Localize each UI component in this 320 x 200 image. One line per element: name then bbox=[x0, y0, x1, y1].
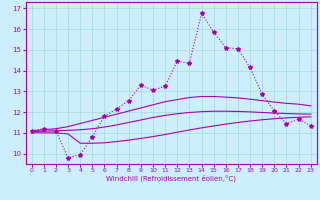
X-axis label: Windchill (Refroidissement éolien,°C): Windchill (Refroidissement éolien,°C) bbox=[106, 175, 236, 182]
